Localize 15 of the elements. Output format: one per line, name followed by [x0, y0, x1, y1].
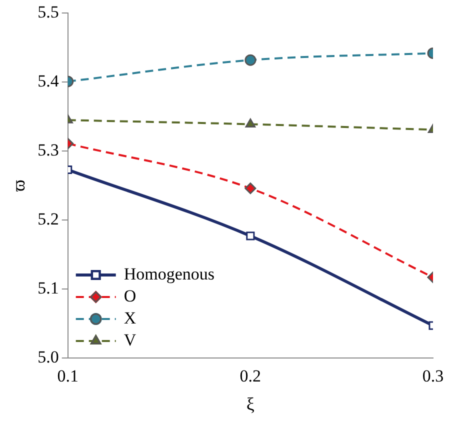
y-tick-label: 5.4	[38, 72, 60, 91]
y-tick-label: 5.1	[38, 278, 59, 298]
x-tick-label: 0.2	[240, 366, 262, 386]
y-tick-label: 5.5	[38, 2, 59, 22]
y-tick-label: 5.2	[38, 210, 59, 229]
x-tick-label: 0.3	[422, 366, 444, 386]
y-tick-label: 5.0	[38, 347, 59, 366]
legend-label: X	[124, 308, 136, 328]
x-tick-label: 0.1	[57, 366, 78, 386]
x-axis-title: ξ	[246, 394, 254, 414]
y-tick-label: 5.3	[38, 140, 59, 160]
legend-label: O	[124, 286, 136, 306]
legend-label: V	[124, 330, 137, 350]
y-axis-title: ϖ	[8, 180, 29, 192]
legend-label: Homogenous	[124, 264, 215, 284]
